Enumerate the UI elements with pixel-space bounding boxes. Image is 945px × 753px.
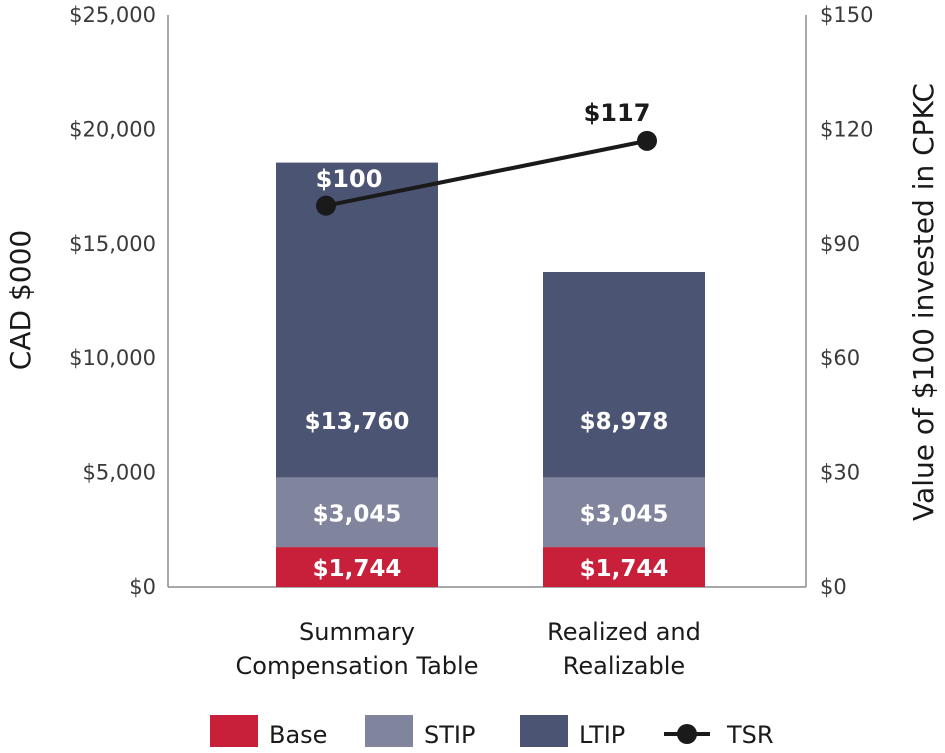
right-tick-label: $30 — [820, 461, 860, 485]
left-axis-title: CAD $000 — [4, 230, 37, 370]
stacked-bars — [276, 162, 705, 587]
legend-label-tsr: TSR — [726, 721, 774, 749]
bar-stip-2 — [543, 477, 705, 548]
legend-label-base: Base — [269, 721, 327, 749]
left-tick-label: $10,000 — [69, 346, 156, 370]
bar-stip-1 — [276, 477, 438, 548]
bar-base-1 — [276, 547, 438, 587]
bar-label-ltip-2: $8,978 — [580, 409, 669, 435]
right-axis-title: Value of $100 invested in CPKC — [907, 83, 940, 521]
left-tick-label: $15,000 — [69, 232, 156, 256]
left-tick-label: $20,000 — [69, 117, 156, 141]
bar-label-stip-2: $3,045 — [580, 501, 669, 527]
tsr-line — [325, 138, 648, 208]
left-tick-label: $0 — [129, 575, 156, 599]
category-label-1: Summary — [299, 618, 415, 646]
tsr-label-2: $117 — [584, 99, 651, 127]
tsr-label-1: $100 — [316, 165, 383, 193]
right-axis-ticks: $0 $30 $60 $90 $120 $150 — [820, 3, 873, 599]
category-labels: Summary Compensation Table Realized and Rea… — [236, 618, 701, 680]
legend-label-ltip: LTIP — [579, 721, 625, 749]
left-axis-ticks: $0 $5,000 $10,000 $15,000 $20,000 $25,000 — [69, 3, 156, 599]
right-tick-label: $90 — [820, 232, 860, 256]
tsr-point-2 — [637, 130, 657, 151]
tsr-line-series: $100 $117 — [316, 99, 657, 216]
bar-label-ltip-1: $13,760 — [305, 409, 410, 435]
bar-ltip-2 — [543, 272, 705, 478]
right-tick-label: $60 — [820, 346, 860, 370]
right-tick-label: $150 — [820, 3, 873, 27]
bar-ltip-1 — [276, 162, 438, 478]
legend-swatch-base — [210, 715, 258, 747]
left-tick-label: $25,000 — [69, 3, 156, 27]
legend-swatch-stip — [365, 715, 413, 747]
category-label-2: Realized and — [547, 618, 701, 646]
chart-axes — [167, 15, 807, 588]
chart-legend: Base STIP LTIP TSR — [210, 715, 774, 749]
left-tick-label: $5,000 — [83, 461, 156, 485]
bar-label-stip-1: $3,045 — [313, 501, 402, 527]
right-tick-label: $120 — [820, 117, 873, 141]
category-label-1: Compensation Table — [236, 652, 479, 680]
bar-segment-labels: $1,744 $3,045 $13,760 $1,744 $3,045 $8,978 — [305, 409, 669, 582]
category-label-2: Realizable — [563, 652, 685, 680]
legend-marker-tsr — [677, 724, 697, 744]
bar-label-base-2: $1,744 — [580, 556, 669, 582]
bar-base-2 — [543, 547, 705, 587]
legend-label-stip: STIP — [424, 721, 475, 749]
legend-swatch-ltip — [520, 715, 568, 747]
bar-label-base-1: $1,744 — [313, 556, 402, 582]
right-tick-label: $0 — [820, 575, 847, 599]
tsr-point-1 — [316, 195, 336, 216]
